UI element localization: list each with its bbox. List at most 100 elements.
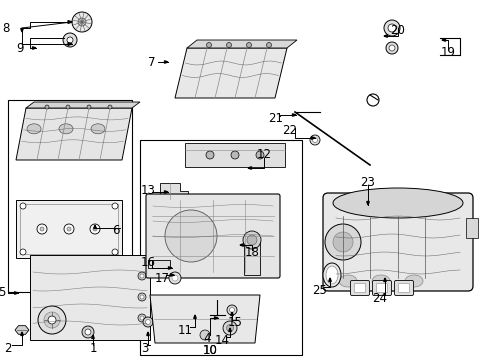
- Circle shape: [38, 306, 66, 334]
- Circle shape: [44, 312, 60, 328]
- Polygon shape: [164, 191, 168, 193]
- Polygon shape: [15, 292, 18, 294]
- Ellipse shape: [325, 266, 337, 284]
- Circle shape: [93, 227, 97, 231]
- Circle shape: [20, 249, 26, 255]
- Text: 10: 10: [202, 345, 217, 357]
- Text: 6: 6: [112, 224, 120, 237]
- Circle shape: [387, 24, 395, 32]
- Circle shape: [67, 227, 71, 231]
- Ellipse shape: [27, 124, 41, 134]
- Text: 4: 4: [203, 332, 210, 345]
- Text: 15: 15: [227, 315, 242, 328]
- Bar: [140, 140, 302, 355]
- Text: 18: 18: [244, 246, 259, 258]
- Circle shape: [388, 45, 394, 51]
- Circle shape: [164, 210, 217, 262]
- Text: 3: 3: [141, 342, 148, 355]
- Polygon shape: [292, 114, 295, 116]
- Text: 2: 2: [4, 342, 12, 355]
- Circle shape: [226, 305, 237, 315]
- FancyBboxPatch shape: [398, 284, 408, 292]
- Circle shape: [145, 320, 150, 324]
- Circle shape: [325, 224, 360, 260]
- Bar: [16, 200, 122, 258]
- Ellipse shape: [338, 275, 356, 287]
- Circle shape: [108, 105, 112, 109]
- Circle shape: [45, 105, 49, 109]
- Ellipse shape: [323, 263, 340, 287]
- Bar: [184, 143, 285, 167]
- Circle shape: [37, 224, 47, 234]
- Circle shape: [332, 232, 352, 252]
- Ellipse shape: [371, 275, 389, 287]
- Polygon shape: [68, 21, 72, 23]
- Polygon shape: [92, 335, 94, 338]
- Polygon shape: [20, 332, 23, 336]
- Circle shape: [246, 42, 251, 48]
- Text: 13: 13: [140, 184, 155, 197]
- Text: 12: 12: [256, 148, 271, 162]
- Polygon shape: [150, 295, 260, 343]
- Polygon shape: [32, 47, 36, 49]
- Polygon shape: [247, 167, 251, 169]
- Ellipse shape: [59, 124, 73, 134]
- Circle shape: [87, 105, 91, 109]
- Circle shape: [78, 18, 86, 26]
- Polygon shape: [168, 267, 172, 269]
- Polygon shape: [16, 108, 132, 160]
- Circle shape: [246, 235, 257, 245]
- FancyBboxPatch shape: [323, 193, 472, 291]
- Circle shape: [206, 42, 211, 48]
- Bar: [20, 204, 118, 254]
- Text: 23: 23: [360, 175, 375, 189]
- Circle shape: [66, 105, 70, 109]
- Polygon shape: [441, 39, 445, 41]
- FancyBboxPatch shape: [394, 280, 413, 296]
- Circle shape: [169, 272, 181, 284]
- Circle shape: [200, 330, 209, 340]
- Text: 25: 25: [312, 284, 327, 297]
- Text: 5: 5: [0, 287, 6, 300]
- FancyBboxPatch shape: [372, 280, 391, 296]
- Text: 20: 20: [390, 23, 405, 36]
- Ellipse shape: [332, 188, 462, 218]
- Circle shape: [82, 326, 94, 338]
- Ellipse shape: [91, 124, 105, 134]
- Polygon shape: [228, 328, 231, 332]
- Circle shape: [243, 231, 261, 249]
- Polygon shape: [214, 317, 218, 319]
- Text: 22: 22: [282, 123, 297, 136]
- Circle shape: [226, 42, 231, 48]
- Circle shape: [385, 42, 397, 54]
- Polygon shape: [193, 315, 196, 319]
- Ellipse shape: [404, 275, 422, 287]
- Text: 24: 24: [372, 292, 386, 305]
- Polygon shape: [186, 40, 296, 48]
- Polygon shape: [26, 102, 140, 108]
- Circle shape: [67, 37, 73, 43]
- Text: 10: 10: [202, 345, 217, 357]
- Text: 21: 21: [268, 112, 283, 125]
- Polygon shape: [15, 326, 29, 334]
- Circle shape: [138, 314, 146, 322]
- Circle shape: [63, 33, 77, 47]
- Circle shape: [312, 138, 317, 143]
- Text: 9: 9: [16, 41, 24, 54]
- Polygon shape: [328, 278, 330, 282]
- Circle shape: [48, 316, 56, 324]
- Polygon shape: [383, 35, 386, 37]
- Circle shape: [138, 293, 146, 301]
- Circle shape: [72, 12, 92, 32]
- Polygon shape: [170, 274, 174, 276]
- Text: 7: 7: [148, 55, 156, 68]
- Text: 11: 11: [177, 324, 192, 337]
- Polygon shape: [164, 61, 168, 63]
- Polygon shape: [20, 28, 23, 32]
- Text: 19: 19: [440, 45, 454, 58]
- Circle shape: [309, 135, 319, 145]
- Circle shape: [142, 317, 153, 327]
- Polygon shape: [146, 332, 149, 336]
- Text: 16: 16: [140, 256, 155, 270]
- Circle shape: [112, 203, 118, 209]
